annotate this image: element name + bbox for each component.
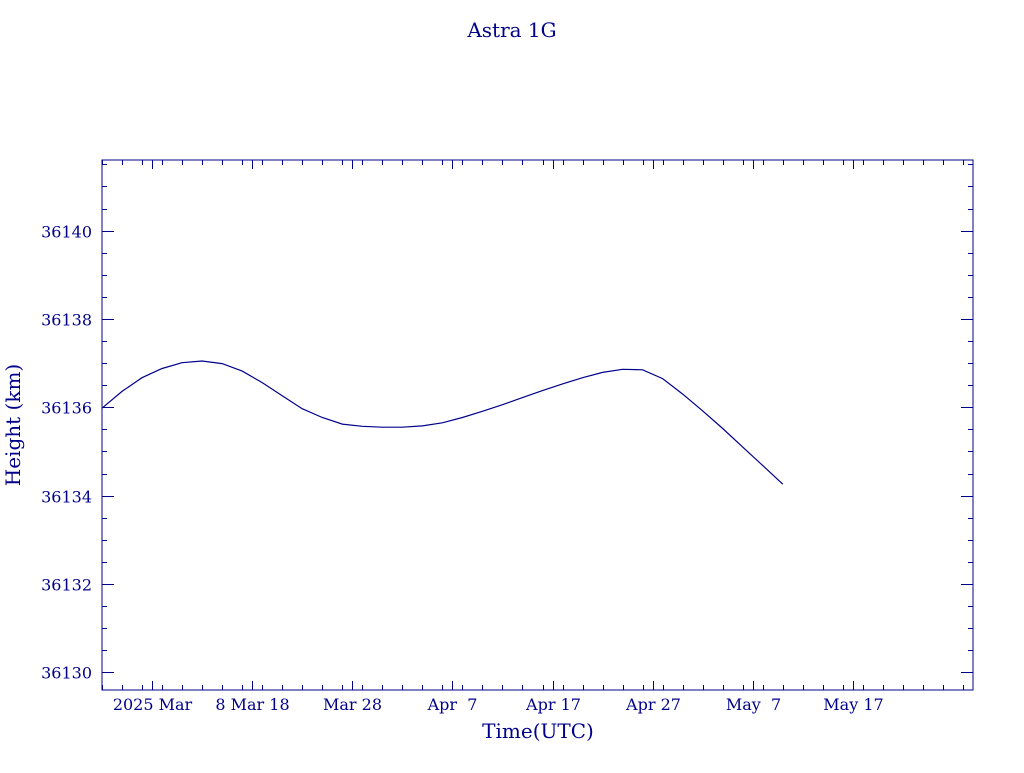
y-axis-label: Height (km) [1, 364, 25, 486]
x-tick-label: Apr 27 [625, 695, 681, 714]
series-line [101, 360, 784, 485]
plot-frame [101, 159, 974, 691]
tick-labels-layer: 2025 Mar 8 Mar 18 Mar 28 Apr 7 Apr 17 Apr 27 M… [41, 223, 884, 715]
y-tick-label: 36140 [41, 223, 92, 242]
x-axis-label: Time(UTC) [482, 719, 594, 743]
y-tick-label: 36132 [41, 576, 92, 595]
y-tick-label: 36136 [41, 399, 92, 418]
series-layer [101, 360, 784, 485]
x-tick-label: May 17 [823, 695, 883, 714]
x-tick-label: 8 Mar 18 [215, 695, 289, 714]
y-tick-label: 36130 [41, 664, 92, 683]
y-tick-label: 36134 [41, 488, 92, 507]
x-tick-label: Apr 7 [427, 695, 478, 714]
y-tick-label: 36138 [41, 311, 92, 330]
x-tick-label: Apr 17 [525, 695, 581, 714]
x-tick-label: May 7 [726, 695, 781, 714]
ticks-layer [102, 160, 973, 690]
x-tick-label: Mar 28 [323, 695, 382, 714]
x-tick-label: 2025 Mar [113, 695, 193, 714]
chart-title: Astra 1G [466, 18, 556, 42]
